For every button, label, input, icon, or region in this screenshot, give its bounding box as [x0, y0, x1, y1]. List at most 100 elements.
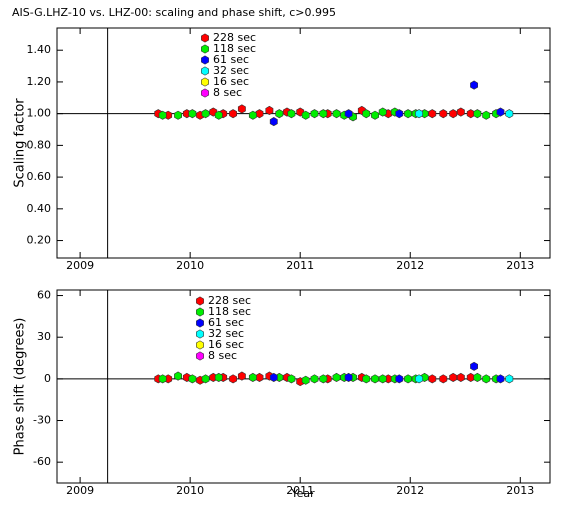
- point: [255, 109, 264, 119]
- point: [229, 109, 238, 119]
- x-tick-label: 2009: [66, 484, 94, 497]
- point: [362, 374, 371, 384]
- x-tick-label: 2012: [396, 484, 424, 497]
- y-tick-label: 0.40: [27, 202, 52, 215]
- x-tick-label: 2013: [506, 484, 534, 497]
- legend-label: 61 sec: [213, 53, 249, 66]
- x-tick-label: 2009: [66, 259, 94, 272]
- plot-frame: [56, 289, 551, 484]
- point: [482, 110, 491, 120]
- point: [466, 109, 475, 119]
- point: [287, 374, 296, 384]
- point: [158, 374, 167, 384]
- legend-marker: [196, 307, 204, 317]
- x-tick-label: 2010: [176, 259, 204, 272]
- y-tick-label: 1.40: [27, 43, 52, 56]
- point: [404, 109, 412, 119]
- point: [255, 372, 264, 383]
- point: [482, 374, 491, 384]
- point: [449, 372, 458, 383]
- legend-label: 32 sec: [213, 64, 249, 77]
- point: [496, 107, 505, 117]
- point: [395, 109, 404, 119]
- x-tick-label: 2013: [506, 259, 534, 272]
- x-axis-label: Year: [290, 487, 315, 500]
- y-axis-label: Phase shift (degrees): [13, 318, 28, 456]
- legend-label: 16 sec: [213, 75, 249, 88]
- legend-label: 118 sec: [208, 305, 251, 318]
- x-tick-label: 2011: [286, 484, 314, 497]
- legend-label: 118 sec: [213, 42, 256, 55]
- point: [415, 109, 423, 119]
- x-tick-label: 2011: [286, 259, 314, 272]
- legend-marker: [201, 66, 209, 76]
- x-tick-label: 2010: [176, 484, 204, 497]
- point: [344, 372, 353, 383]
- point: [201, 109, 210, 119]
- point: [158, 110, 167, 120]
- point: [269, 372, 278, 383]
- legend-label: 228 sec: [213, 31, 256, 44]
- chart-title: AIS-G.LHZ-10 vs. LHZ-00: scaling and pha…: [12, 6, 336, 19]
- legend-marker: [201, 33, 209, 43]
- y-tick-label: -30: [33, 414, 51, 427]
- legend-label: 16 sec: [208, 338, 244, 351]
- point: [201, 374, 210, 384]
- point: [287, 109, 296, 119]
- legend-label: 8 sec: [208, 349, 237, 362]
- point: [505, 109, 514, 119]
- point: [248, 372, 257, 383]
- y-tick-label: 1.00: [27, 107, 52, 120]
- point: [248, 110, 257, 120]
- point: [214, 110, 223, 120]
- point: [332, 109, 341, 119]
- point: [470, 361, 479, 371]
- point: [310, 374, 319, 384]
- legend-label: 8 sec: [213, 86, 242, 99]
- y-tick-label: -60: [33, 455, 51, 468]
- legend-marker: [201, 44, 209, 54]
- point: [395, 374, 404, 384]
- point: [301, 375, 310, 385]
- point: [174, 371, 182, 381]
- point: [378, 374, 387, 384]
- point: [237, 104, 246, 114]
- legend-label: 228 sec: [208, 294, 251, 307]
- point: [362, 109, 371, 119]
- legend-marker: [201, 77, 209, 87]
- y-axis-label: Scaling factor: [13, 98, 28, 188]
- point: [415, 374, 423, 384]
- legend-label: 32 sec: [208, 327, 244, 340]
- point: [275, 109, 284, 119]
- point: [310, 109, 319, 119]
- point: [473, 372, 482, 383]
- point: [505, 374, 514, 384]
- legend-marker: [196, 329, 204, 339]
- y-tick-label: 0: [44, 372, 51, 385]
- y-tick-label: 0.80: [27, 138, 52, 151]
- point: [332, 372, 341, 383]
- legend-marker: [201, 55, 209, 65]
- point: [229, 374, 238, 384]
- point: [344, 109, 353, 119]
- legend-marker: [196, 340, 204, 350]
- legend-marker: [201, 88, 209, 98]
- legend-marker: [196, 296, 204, 306]
- y-tick-label: 1.20: [27, 75, 52, 88]
- point: [439, 109, 448, 119]
- legend-label: 61 sec: [208, 316, 244, 329]
- point: [428, 374, 437, 384]
- point: [237, 371, 246, 381]
- point: [265, 105, 274, 116]
- point: [269, 117, 278, 127]
- point: [214, 372, 223, 383]
- y-tick-label: 0.20: [27, 234, 52, 247]
- point: [473, 109, 482, 119]
- point: [301, 110, 310, 120]
- plot-frame: [56, 27, 551, 259]
- y-tick-label: 60: [37, 289, 51, 302]
- point: [188, 374, 197, 384]
- legend-marker: [196, 318, 204, 328]
- y-tick-label: 30: [37, 330, 51, 343]
- legend-marker: [196, 351, 204, 361]
